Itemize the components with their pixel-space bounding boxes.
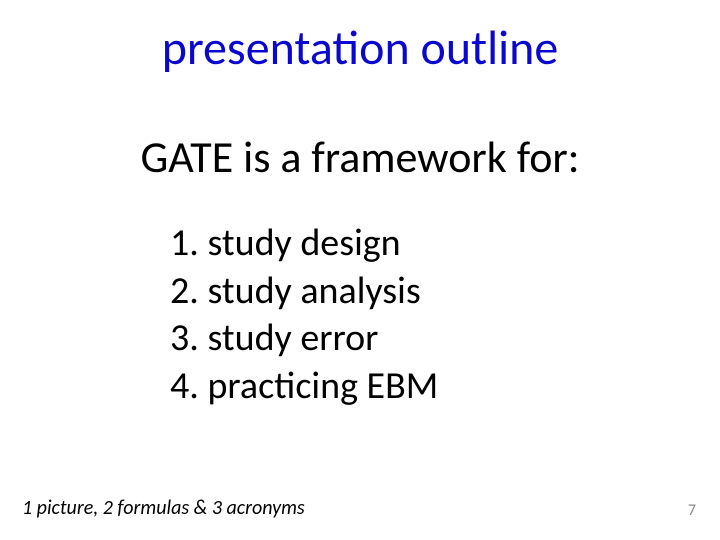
outline-list: 1. study design 2. study analysis 3. stu… [170, 220, 438, 410]
page-number: 7 [688, 501, 696, 520]
slide-subtitle: GATE is a framework for: [0, 130, 720, 184]
list-item: 3. study error [170, 315, 438, 363]
slide: presentation outline GATE is a framework… [0, 0, 720, 540]
slide-title: presentation outline [0, 18, 720, 77]
list-item: 2. study analysis [170, 268, 438, 316]
list-item: 1. study design [170, 220, 438, 268]
footer-note: 1 picture, 2 formulas & 3 acronyms [22, 496, 305, 520]
list-item: 4. practicing EBM [170, 363, 438, 411]
